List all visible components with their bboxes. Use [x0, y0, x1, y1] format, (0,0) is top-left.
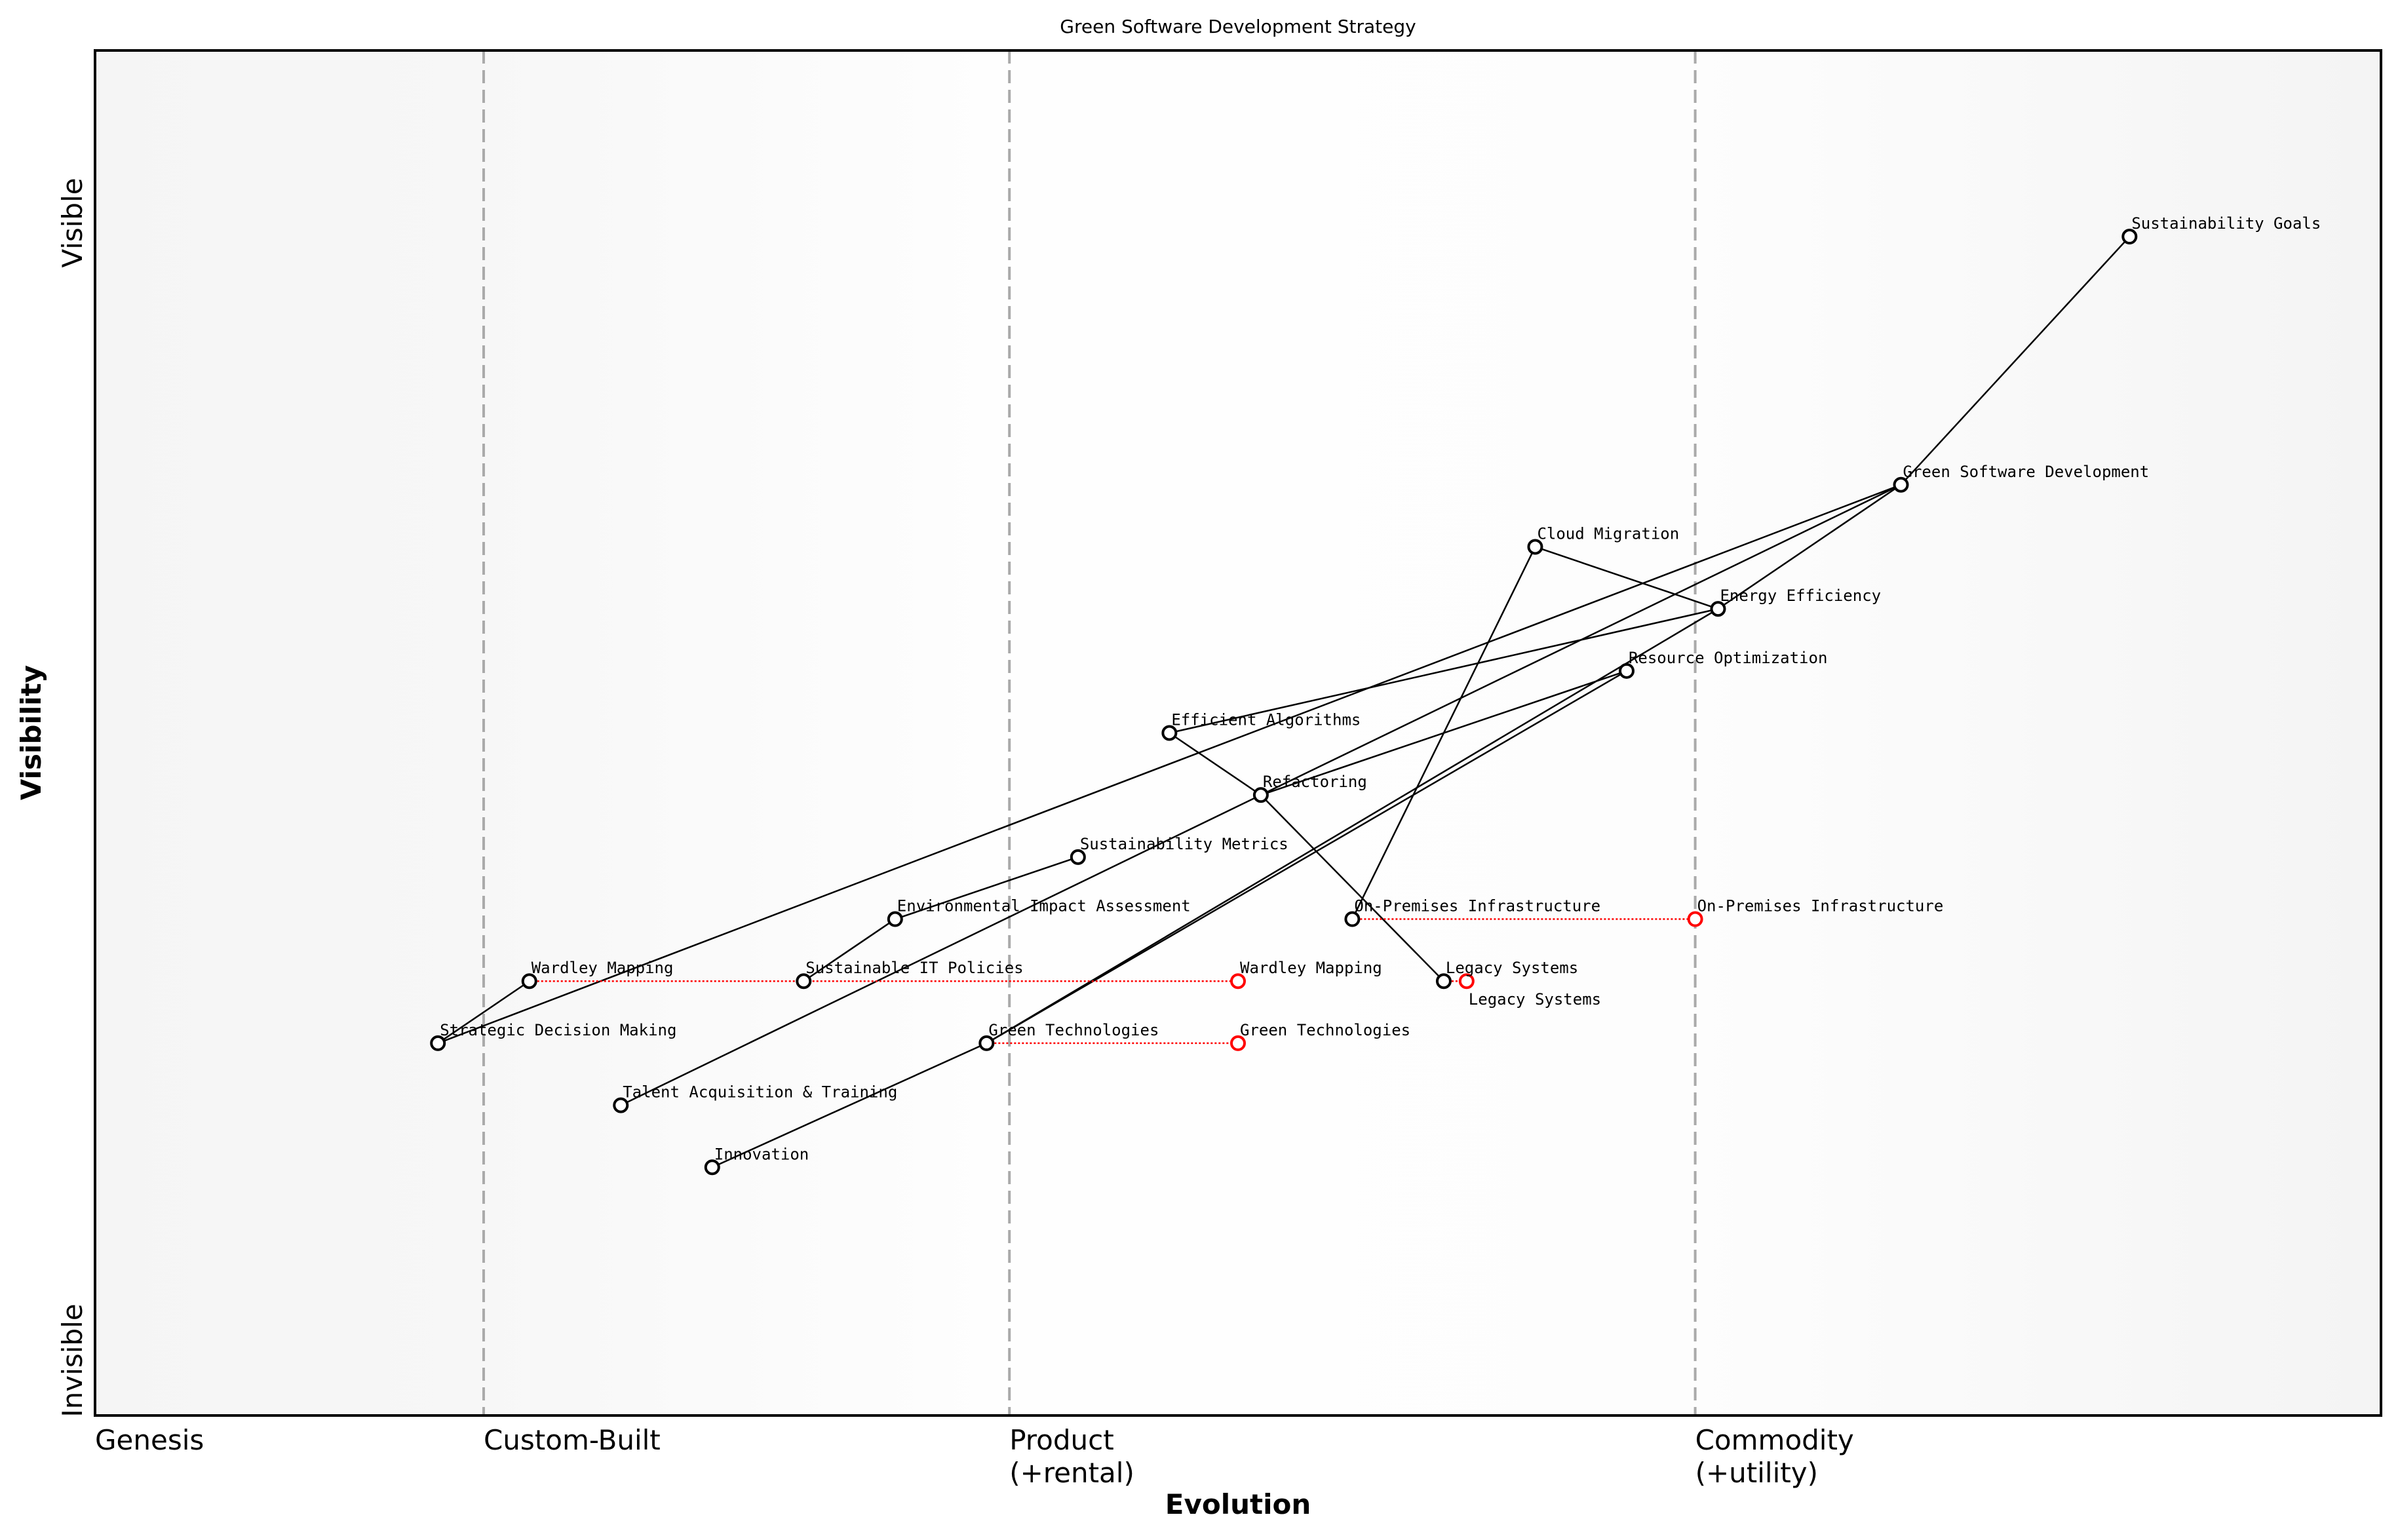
dependency-link	[712, 1042, 987, 1168]
dependency-link	[620, 794, 1262, 1106]
plot-background	[95, 50, 2381, 1415]
component-node	[796, 973, 812, 990]
dependency-link	[1169, 607, 1718, 734]
component-node	[1893, 476, 1909, 493]
evolved-node-label: Legacy Systems	[1469, 990, 1601, 1009]
component-node	[704, 1159, 720, 1176]
evolved-node-label: Green Technologies	[1240, 1021, 1410, 1039]
stage-label: Commodity	[1695, 1424, 1854, 1456]
component-node	[1344, 911, 1361, 927]
stage-label: Product	[1009, 1424, 1113, 1456]
component-label: On-Premises Infrastructure	[1354, 897, 1600, 915]
component-node	[2121, 229, 2138, 245]
component-label: Refactoring	[1263, 773, 1367, 791]
y-axis-label: Visibility	[15, 665, 47, 800]
component-label: Efficient Algorithms	[1171, 711, 1361, 729]
component-label: Sustainable IT Policies	[805, 959, 1023, 977]
component-label: Green Software Development	[1903, 463, 2150, 481]
chart-title: Green Software Development Strategy	[1060, 16, 1416, 37]
component-label: Energy Efficiency	[1720, 587, 1881, 605]
component-node	[978, 1035, 995, 1051]
dependency-link	[1717, 484, 1902, 610]
dependency-link	[1260, 794, 1444, 982]
component-label: Sustainability Metrics	[1080, 835, 1288, 853]
component-node	[1710, 601, 1726, 617]
component-label: Talent Acquisition & Training	[623, 1083, 897, 1102]
stage-label: Genesis	[95, 1424, 204, 1456]
component-node	[521, 973, 537, 990]
component-label: Environmental Impact Assessment	[897, 897, 1191, 915]
dependency-link	[1260, 670, 1627, 796]
evolved-node-marker	[1230, 1035, 1246, 1051]
component-node	[887, 911, 903, 927]
plot-frame	[94, 49, 2382, 1417]
component-node	[613, 1097, 629, 1113]
evolved-node-marker	[1458, 973, 1475, 990]
component-label: Legacy Systems	[1446, 959, 1578, 977]
dependency-link	[437, 484, 1901, 1045]
dependency-link	[895, 856, 1079, 920]
dependency-link	[803, 918, 896, 982]
component-node	[1161, 725, 1178, 741]
y-bottom-label: Invisible	[56, 1303, 88, 1417]
dependency-link	[1169, 732, 1262, 796]
stage-sublabel: (+utility)	[1695, 1457, 1818, 1489]
component-node	[430, 1035, 446, 1051]
evolved-node-label: Wardley Mapping	[1240, 959, 1382, 977]
component-label: Strategic Decision Making	[440, 1021, 676, 1039]
component-label: Cloud Migration	[1537, 524, 1679, 543]
dependency-link	[1535, 546, 1718, 610]
component-label: Resource Optimization	[1629, 649, 1827, 667]
evolved-node-label: On-Premises Infrastructure	[1697, 897, 1944, 915]
y-top-label: Visible	[56, 178, 88, 267]
component-node	[1252, 787, 1269, 803]
evolved-node-marker	[1230, 973, 1246, 990]
component-node	[1527, 539, 1543, 555]
dependency-link	[1900, 236, 2131, 486]
dependency-link	[437, 980, 530, 1044]
x-axis-label: Evolution	[1165, 1488, 1311, 1520]
component-label: Innovation	[714, 1145, 809, 1163]
component-label: Green Technologies	[988, 1021, 1159, 1039]
evolved-node-marker	[1687, 911, 1703, 927]
component-node	[1618, 663, 1635, 679]
stage-sublabel: (+rental)	[1009, 1457, 1134, 1489]
stage-label: Custom-Built	[484, 1424, 661, 1456]
component-label: Wardley Mapping	[532, 959, 674, 977]
component-label: Sustainability Goals	[2131, 214, 2321, 233]
component-node	[1070, 849, 1086, 865]
component-node	[1435, 973, 1452, 990]
